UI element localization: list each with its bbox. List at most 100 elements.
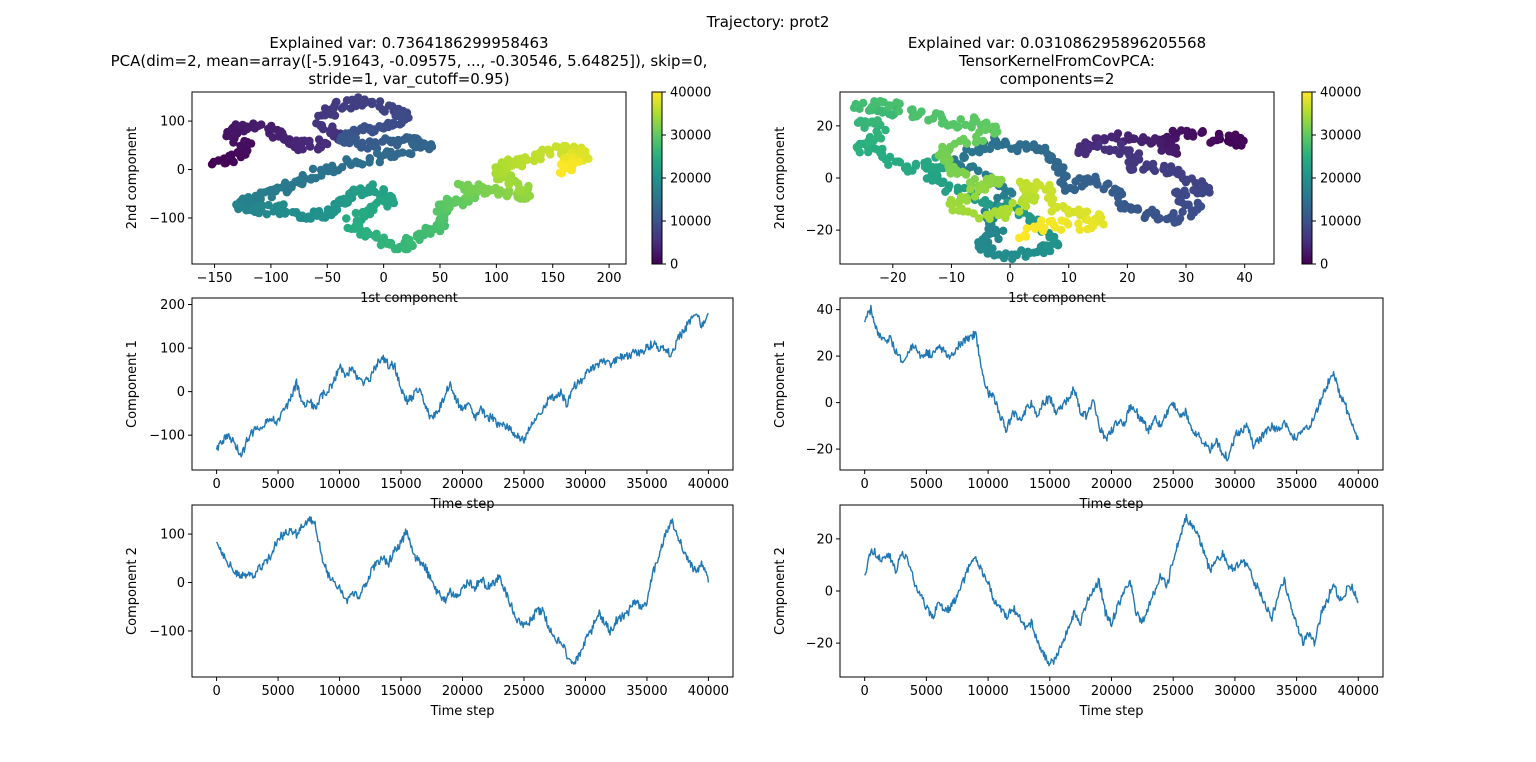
- scatter-point: [342, 214, 351, 223]
- scatter-point: [956, 115, 965, 124]
- scatter-point: [389, 118, 398, 128]
- scatter-point: [344, 193, 353, 202]
- scatter-point: [994, 234, 1003, 244]
- x-tick-label: −20: [879, 271, 906, 286]
- scatter-point: [384, 101, 394, 110]
- scatter-point: [1074, 148, 1083, 158]
- y-tick-label: 100: [160, 528, 185, 543]
- x-tick-label: 30000: [1214, 477, 1255, 492]
- scatter-point: [1075, 225, 1085, 234]
- scatter-point: [262, 210, 271, 219]
- y-tick-label: 0: [825, 585, 833, 600]
- scatter-point: [1172, 187, 1182, 196]
- scatter-point: [917, 107, 926, 116]
- y-tick-label: −20: [806, 637, 833, 652]
- scatter-point: [1157, 146, 1166, 155]
- scatter-point: [1082, 207, 1092, 216]
- scatter-point: [1052, 202, 1062, 212]
- scatter-point: [1074, 205, 1084, 214]
- x-tick-label: 0: [861, 684, 869, 699]
- pca-comp1-data: [215, 312, 709, 458]
- scatter-point: [380, 197, 389, 206]
- scatter-point: [365, 125, 375, 135]
- x-tick-label: 100: [484, 271, 509, 286]
- scatter-point: [1108, 133, 1117, 142]
- colorbar-gradient: [651, 91, 663, 265]
- scatter-point: [1104, 179, 1113, 188]
- chart-title-line: stride=1, var_cutoff=0.95): [308, 70, 509, 89]
- scatter-point: [1064, 209, 1074, 218]
- scatter-point: [1162, 214, 1172, 224]
- scatter-point: [312, 211, 322, 220]
- scatter-point: [442, 194, 452, 204]
- scatter-point: [966, 185, 975, 194]
- x-tick-label: 5000: [262, 684, 295, 699]
- pca-comp2-axes: 0 5000 10000 15000 20000 25000 30000 35000 40000…: [125, 504, 734, 719]
- scatter-point: [974, 214, 984, 223]
- scatter-point: [1021, 202, 1031, 211]
- scatter-point: [340, 102, 349, 111]
- scatter-point: [1206, 138, 1215, 147]
- scatter-point: [505, 186, 514, 196]
- scatter-point: [1017, 246, 1026, 255]
- scatter-point: [382, 148, 392, 157]
- scatter-point: [989, 123, 998, 132]
- x-tick-label: 15000: [1029, 477, 1070, 492]
- x-tick-label: −50: [314, 271, 341, 286]
- scatter-point: [523, 155, 532, 164]
- colorbar-tick-label: 30000: [1320, 129, 1361, 144]
- scatter-point: [326, 126, 335, 135]
- x-tick-label: 20000: [1091, 477, 1132, 492]
- scatter-point: [873, 116, 882, 125]
- scatter-point: [881, 125, 890, 135]
- scatter-point: [351, 157, 361, 166]
- scatter-point: [1116, 200, 1126, 209]
- scatter-point: [1189, 186, 1198, 195]
- tensor-comp2-frame: [839, 504, 1384, 678]
- scatter-point: [1178, 207, 1187, 216]
- scatter-point: [892, 98, 901, 107]
- scatter-point: [1045, 217, 1054, 226]
- colorbar-tick-label: 0: [670, 258, 678, 273]
- tensor-scatter-axes: Explained var: 0.031086295896205568Tenso…: [773, 34, 1361, 306]
- scatter-point: [453, 197, 462, 206]
- scatter-point: [426, 140, 436, 149]
- scatter-point: [412, 232, 422, 241]
- y-tick-label: 20: [816, 532, 833, 547]
- scatter-point: [1085, 143, 1094, 152]
- pca-comp1-axes: 0 5000 10000 15000 20000 25000 30000 35000 40000…: [125, 297, 734, 512]
- scatter-point: [959, 153, 968, 163]
- x-tick-label: 30000: [1214, 684, 1255, 699]
- scatter-point: [360, 99, 369, 108]
- scatter-point: [1128, 165, 1138, 174]
- x-tick-label: 10000: [967, 477, 1008, 492]
- y-tick-label: −100: [149, 429, 185, 444]
- x-tick-label: −100: [253, 271, 289, 286]
- scatter-point: [312, 119, 321, 128]
- series-line: [864, 513, 1359, 667]
- scatter-point: [1130, 157, 1140, 167]
- y-axis-label: 2nd component: [773, 127, 788, 229]
- x-tick-label: 5000: [910, 684, 943, 699]
- scatter-point: [959, 134, 968, 144]
- scatter-point: [504, 179, 513, 188]
- scatter-point: [876, 97, 885, 106]
- scatter-point: [1153, 215, 1163, 224]
- scatter-point: [994, 179, 1003, 188]
- scatter-point: [873, 130, 883, 139]
- scatter-point: [1083, 215, 1093, 225]
- x-tick-label: 40000: [1338, 477, 1379, 492]
- scatter-point: [317, 111, 326, 120]
- scatter-point: [1051, 223, 1060, 232]
- x-tick-label: 15000: [380, 477, 421, 492]
- scatter-point: [988, 244, 997, 253]
- scatter-point: [1083, 224, 1092, 234]
- scatter-point: [559, 141, 569, 151]
- scatter-point: [264, 200, 273, 210]
- scatter-point: [1022, 224, 1032, 233]
- scatter-point: [229, 157, 238, 167]
- scatter-point: [953, 183, 962, 192]
- scatter-point: [495, 187, 504, 196]
- y-tick-label: 0: [177, 576, 185, 591]
